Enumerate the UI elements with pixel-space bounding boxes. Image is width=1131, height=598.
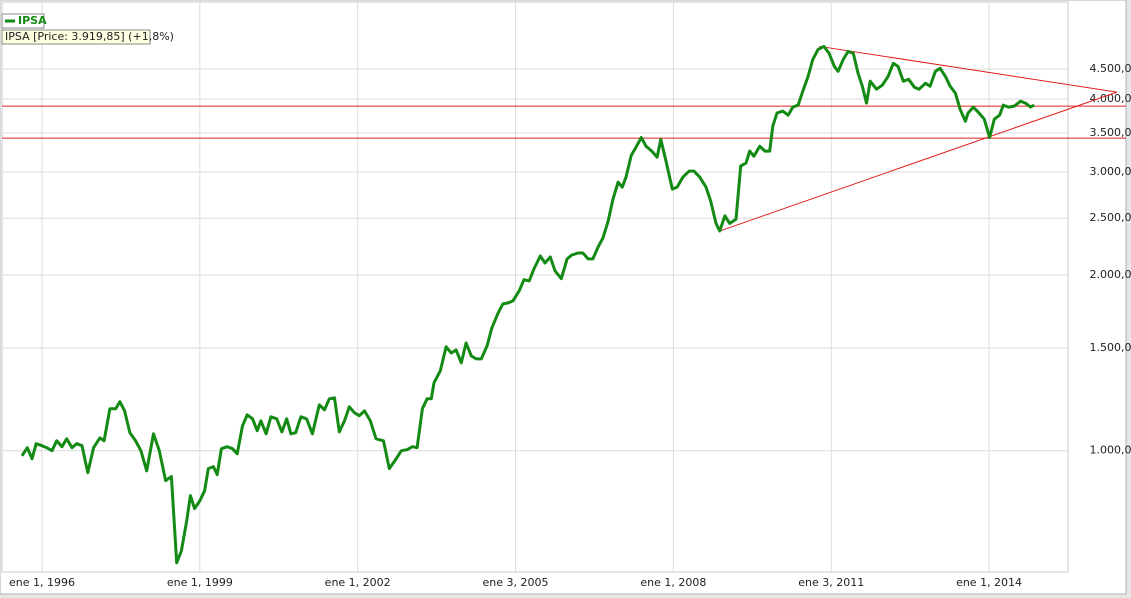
y-tick-label: 1.000,00 (1090, 444, 1131, 457)
price-line (20, 44, 1036, 565)
trend-line (719, 91, 1118, 232)
y-tick-label: 3.000,00 (1090, 165, 1131, 178)
y-tick-label: 2.500,00 (1090, 211, 1131, 224)
x-tick-label: ene 1, 2014 (956, 576, 1022, 589)
tooltip-text: IPSA [Price: 3.919,85] (+1,8%) (5, 30, 174, 43)
x-tick-label: ene 3, 2011 (798, 576, 864, 589)
y-tick-label: 2.000,00 (1090, 268, 1131, 281)
y-tick-label: 1.500,00 (1090, 341, 1131, 354)
y-tick-label: 4.500,00 (1090, 62, 1131, 75)
x-tick-label: ene 1, 2002 (325, 576, 391, 589)
y-tick-label: 3.500,00 (1090, 126, 1131, 139)
legend-box (1, 13, 45, 29)
x-tick-label: ene 1, 1996 (9, 576, 75, 589)
legend-label: IPSA (18, 14, 47, 27)
tooltip-box (1, 29, 151, 45)
x-tick-label: ene 3, 2005 (483, 576, 549, 589)
x-tick-label: ene 1, 1999 (167, 576, 233, 589)
trend-line (819, 45, 1118, 93)
plot-area (1, 1, 1069, 573)
x-tick-label: ene 1, 2008 (640, 576, 706, 589)
y-tick-label: 4.000,00 (1090, 92, 1131, 105)
